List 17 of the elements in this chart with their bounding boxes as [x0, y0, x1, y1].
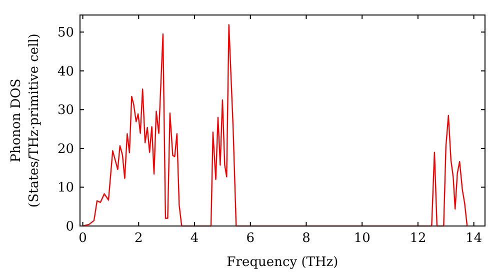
- x-tick-label: 4: [190, 231, 199, 246]
- y-tick-label: 20: [57, 142, 74, 157]
- y-tick-label: 10: [57, 180, 74, 196]
- line-series: [82, 24, 468, 227]
- x-tick-label: 10: [354, 231, 370, 246]
- y-tick-label: 40: [57, 64, 74, 80]
- x-tick-label: 6: [246, 231, 255, 246]
- x-tick-label: 12: [410, 231, 426, 246]
- y-tick-label: 0: [66, 220, 74, 234]
- x-tick-label: 14: [466, 231, 482, 246]
- y-tick-label: 50: [57, 26, 74, 41]
- x-axis-title: Frequency (THz): [226, 255, 338, 270]
- y-tick-label: 30: [57, 103, 74, 118]
- x-tick-label: 2: [134, 231, 143, 246]
- y-axis-title: Phonon DOS (States/THz·primitive cell): [9, 33, 42, 208]
- x-tick-label: 0: [78, 231, 87, 246]
- x-tick-label: 8: [302, 231, 310, 246]
